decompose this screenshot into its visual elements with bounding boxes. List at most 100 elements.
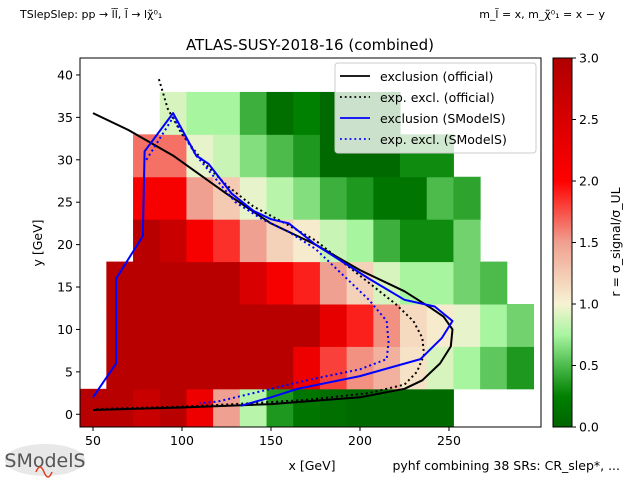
- topology-label: TSlepSlep: pp → l̃l̃, l̃ → lχ̃⁰₁: [19, 8, 162, 21]
- heatmap-cell: [186, 91, 214, 135]
- heatmap-cell: [159, 176, 187, 220]
- heatmap-cell: [266, 176, 294, 220]
- x-axis: 50 100 150 200 250: [85, 427, 461, 448]
- heatmap-cell: [186, 134, 214, 178]
- colorbar-label: r = σ_signal/σ_UL: [608, 187, 623, 296]
- heatmap-cell: [293, 388, 321, 428]
- y-axis: 0 5 10 15 20 25 30 35 40: [57, 67, 80, 422]
- legend-box: [334, 62, 537, 154]
- legend-label-exclusion-smodels: exclusion (SModelS): [380, 111, 506, 126]
- heatmap-cell: [213, 304, 241, 347]
- y-tick-label: 35: [57, 110, 73, 125]
- x-axis-label: x [GeV]: [288, 458, 335, 473]
- heatmap-cell: [239, 304, 268, 347]
- heatmap-cell: [133, 176, 161, 220]
- colorbar-tick-label: 0.5: [579, 358, 599, 373]
- heatmap-cell: [373, 219, 401, 263]
- heatmap-cell: [293, 261, 321, 305]
- heatmap-cell: [426, 219, 454, 263]
- plot-frame: [79, 57, 542, 428]
- heatmap-cell: [239, 91, 268, 135]
- heatmap-cell: [426, 346, 454, 390]
- colorbar-tick-label: 2.0: [579, 174, 599, 189]
- heatmap-cell: [506, 346, 535, 390]
- heatmap-cell: [453, 219, 481, 263]
- heatmap-cell: [186, 346, 214, 390]
- logo-squiggle-icon: [35, 466, 53, 478]
- x-tick-label: 200: [348, 433, 372, 448]
- heatmap-cell: [186, 304, 214, 347]
- heatmap-cell: [346, 304, 374, 347]
- y-tick-label: 25: [57, 195, 73, 210]
- heatmap-cell: [400, 388, 428, 428]
- heatmap-cell: [373, 388, 401, 428]
- heatmap-cell: [426, 261, 454, 305]
- curve-exclusion-smodels: [92, 112, 454, 407]
- legend: exclusion (official) exp. excl. (officia…: [334, 62, 537, 154]
- heatmap-cell: [213, 134, 241, 178]
- heatmap-cell: [266, 304, 294, 347]
- heatmap-cell: [133, 261, 161, 305]
- heatmap-cells: [80, 91, 535, 428]
- heatmap-cell: [453, 346, 481, 390]
- heatmap-cell: [106, 261, 134, 305]
- heatmap-cell: [159, 261, 187, 305]
- curve-exp-excl-smodels: [145, 116, 390, 405]
- colorbar-tick-label: 0.0: [579, 420, 599, 435]
- heatmap-cell: [266, 134, 294, 178]
- curve-exclusion-official: [92, 112, 454, 411]
- smodels-logo: SModelS: [4, 444, 86, 478]
- heatmap-cell: [186, 219, 214, 263]
- heatmap-cell: [453, 176, 481, 220]
- heatmap-cell: [400, 219, 428, 263]
- heatmap-cell: [213, 346, 241, 390]
- heatmap-cell: [480, 304, 508, 347]
- heatmap-cell: [133, 219, 161, 263]
- heatmap-cell: [453, 304, 481, 347]
- heatmap-cell: [106, 304, 134, 347]
- heatmap-cell: [239, 346, 268, 390]
- heatmap-cell: [213, 91, 241, 135]
- y-tick-label: 0: [65, 407, 73, 422]
- y-tick-label: 15: [57, 280, 73, 295]
- colorbar-tick-label: 3.0: [579, 51, 599, 66]
- heatmap-cell: [133, 304, 161, 347]
- heatmap-cell: [213, 261, 241, 305]
- heatmap-cell: [266, 346, 294, 390]
- heatmap-cell: [159, 346, 187, 390]
- colorbar-tick-label: 1.0: [579, 297, 599, 312]
- colorbar-tick-label: 1.5: [579, 235, 599, 250]
- heatmap-cell: [213, 388, 241, 428]
- colorbar: [552, 57, 573, 428]
- heatmap-cell: [400, 176, 428, 220]
- heatmap-cell: [239, 261, 268, 305]
- heatmap-cell: [480, 346, 508, 390]
- heatmap-cell: [453, 261, 481, 305]
- heatmap-cell: [213, 219, 241, 263]
- heatmap-cell: [319, 388, 348, 428]
- heatmap-cell: [266, 261, 294, 305]
- heatmap-cell: [186, 388, 214, 428]
- chart-title: ATLAS-SUSY-2018-16 (combined): [186, 36, 434, 54]
- heatmap-cell: [213, 176, 241, 220]
- x-tick-label: 150: [259, 433, 283, 448]
- heatmap-cell: [239, 219, 268, 263]
- colorbar-tick-label: 2.5: [579, 112, 599, 127]
- y-tick-label: 5: [65, 364, 73, 379]
- heatmap-cell: [186, 261, 214, 305]
- colorbar-ticks: 0.0 0.5 1.0 1.5 2.0 2.5 3.0: [572, 51, 599, 435]
- heatmap-cell: [106, 346, 134, 390]
- heatmap-cell: [293, 304, 321, 347]
- heatmap-cell: [319, 261, 348, 305]
- heatmap-cell: [293, 134, 321, 178]
- y-tick-label: 30: [57, 152, 73, 167]
- combination-note: pyhf combining 38 SRs: CR_slep*, ...: [392, 458, 620, 473]
- logo-text: SModelS: [4, 450, 85, 472]
- heatmap-cell: [426, 388, 454, 428]
- heatmap-cell: [159, 304, 187, 347]
- legend-label-exp-excl-smodels: exp. excl. (SModelS): [380, 132, 507, 147]
- legend-label-exp-excl-official: exp. excl. (official): [380, 90, 495, 105]
- heatmap-cell: [266, 91, 294, 135]
- heatmap-cell: [186, 176, 214, 220]
- heatmap-cell: [346, 176, 374, 220]
